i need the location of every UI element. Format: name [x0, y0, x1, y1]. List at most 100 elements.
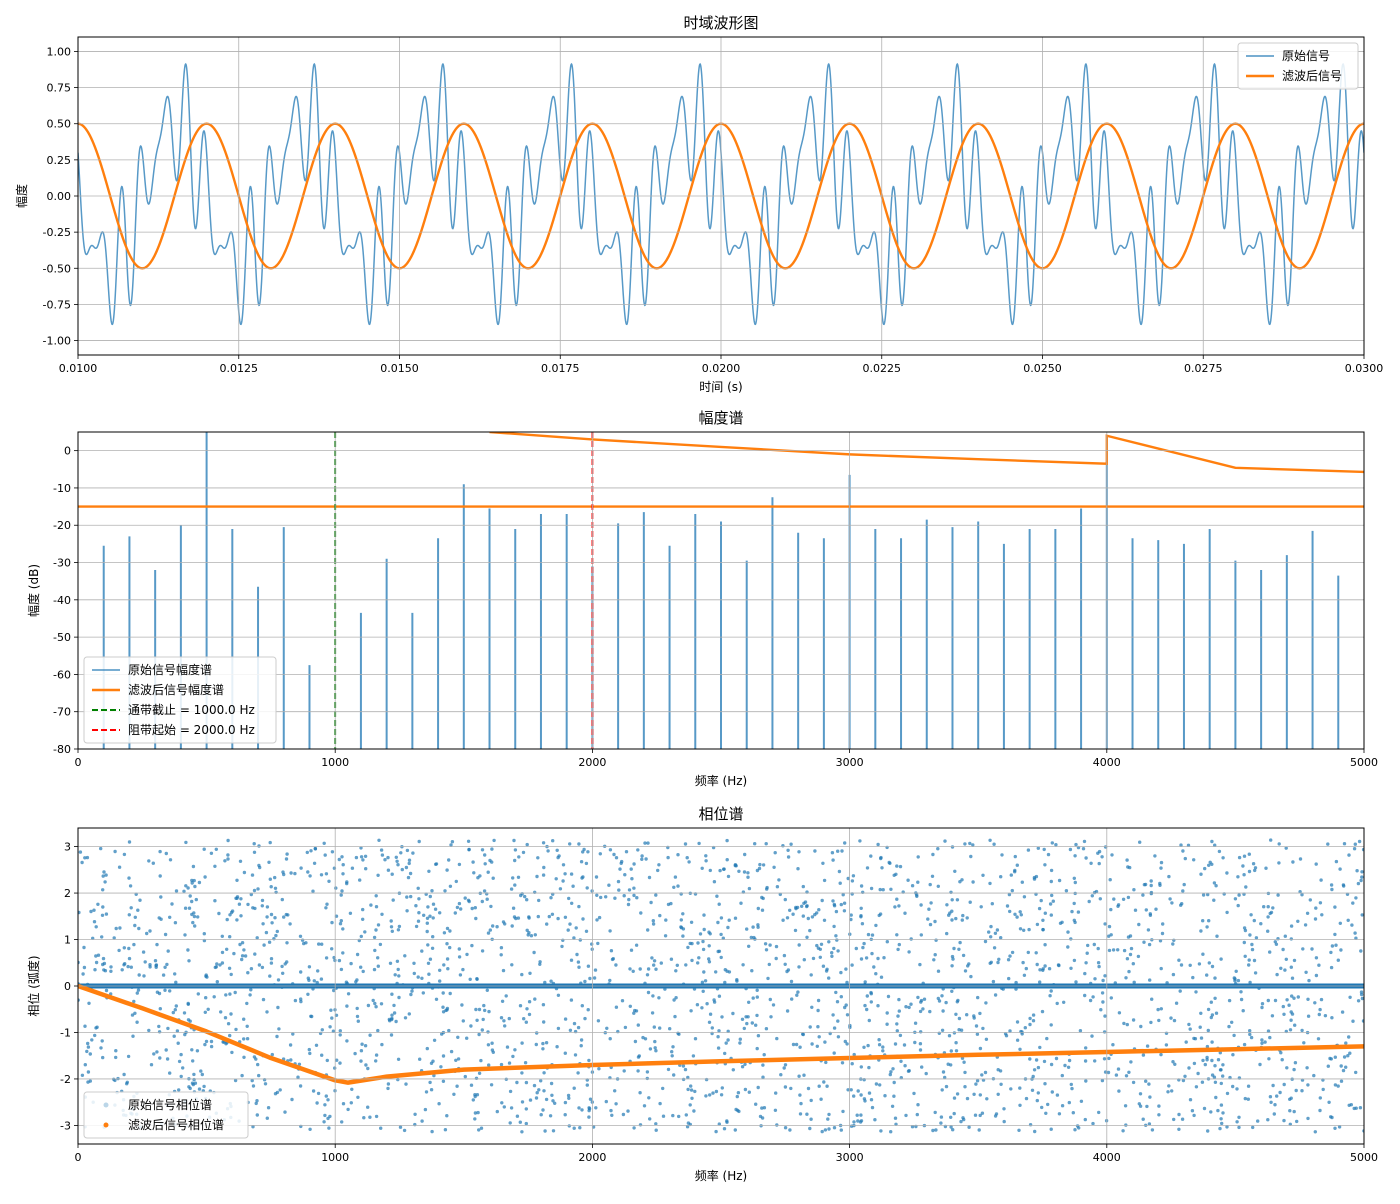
phase-point [633, 1008, 637, 1013]
phase-point [1107, 948, 1112, 953]
phase-point [1007, 976, 1011, 981]
phase-point [1092, 890, 1097, 895]
phase-point [245, 1001, 249, 1006]
phase-point [1106, 1070, 1111, 1075]
phase-point [961, 953, 966, 958]
phase-point [573, 1053, 578, 1057]
phase-point [1194, 990, 1198, 994]
phase-point [684, 963, 688, 967]
phase-point [1298, 857, 1303, 861]
phase-point [1216, 1058, 1221, 1062]
phase-point [707, 944, 711, 948]
phase-point [670, 1050, 674, 1054]
phase-point [345, 880, 349, 884]
phase-point [1213, 976, 1217, 980]
phase-point [654, 893, 658, 897]
phase-point [1149, 1020, 1153, 1025]
phase-point [196, 915, 200, 919]
phase-point [223, 859, 227, 863]
phase-point [561, 863, 566, 867]
phase-point [129, 965, 133, 969]
phase-point [1199, 1036, 1204, 1040]
phase-point [249, 892, 253, 897]
phase-point [809, 973, 813, 977]
phase-point [203, 1010, 207, 1014]
phase-point [392, 1003, 396, 1008]
phase-point [190, 1081, 195, 1085]
phase-point [1214, 1095, 1218, 1100]
phase-point [870, 1105, 875, 1110]
phase-point [685, 1125, 690, 1129]
phase-point [1191, 975, 1195, 980]
phase-point [584, 929, 589, 933]
phase-point [325, 902, 329, 906]
phase-point [623, 873, 627, 877]
phase-point [334, 886, 338, 890]
phase-point [319, 873, 324, 877]
phase-point [1277, 842, 1281, 846]
phase-point [133, 915, 137, 919]
phase-point [212, 995, 216, 999]
phase-point [746, 875, 750, 879]
phase-point [953, 869, 957, 873]
phase-point [1351, 901, 1355, 905]
phase-point [592, 976, 597, 980]
phase-point [1205, 925, 1209, 929]
phase-point [1275, 1094, 1279, 1098]
phase-point [863, 1099, 867, 1103]
phase-point [1100, 991, 1105, 995]
phase-point [273, 1092, 278, 1096]
phase-point [440, 1032, 444, 1036]
phase-point [862, 1045, 866, 1050]
phase-point [887, 860, 891, 865]
phase-point [1236, 903, 1240, 908]
phase-point [1121, 1129, 1125, 1133]
phase-point [832, 1126, 837, 1130]
phase-point [643, 841, 647, 845]
phase-point [187, 1085, 191, 1089]
phase-point [229, 972, 233, 977]
phase-point [214, 965, 218, 969]
phase-point [1100, 1078, 1105, 1083]
phase-point [696, 961, 700, 965]
phase-point [646, 841, 650, 845]
phase-point [476, 876, 480, 880]
phase-point [1038, 980, 1042, 984]
phase-point [704, 1077, 709, 1082]
phase-point [520, 1100, 525, 1104]
y-tick-label: -0.50 [43, 262, 71, 275]
phase-point [298, 1084, 303, 1088]
legend-entry: 滤波后信号幅度谱 [128, 682, 224, 697]
phase-point [1109, 996, 1114, 1000]
phase-point [306, 976, 310, 980]
y-axis-label: 相位 (弧度) [26, 955, 41, 1016]
phase-point [206, 1007, 210, 1011]
phase-point [163, 965, 167, 969]
phase-point [1111, 948, 1116, 952]
phase-point [94, 954, 98, 958]
phase-point [534, 1042, 538, 1047]
phase-point [769, 1015, 773, 1019]
phase-point [376, 923, 381, 927]
phase-point [213, 864, 217, 868]
phase-point [1096, 961, 1101, 965]
phase-point [981, 1026, 985, 1031]
phase-point [827, 1112, 831, 1117]
phase-point [191, 920, 195, 925]
phase-point [1111, 1043, 1115, 1047]
phase-point [1116, 1067, 1121, 1071]
phase-point [1073, 880, 1078, 885]
phase-point [186, 948, 190, 952]
phase-point [1208, 860, 1212, 864]
phase-point [475, 1018, 479, 1022]
phase-point [860, 922, 865, 926]
phase-point [431, 902, 436, 906]
phase-point [468, 977, 472, 981]
phase-point [818, 955, 822, 959]
phase-point [1316, 1037, 1321, 1041]
phase-point [1042, 847, 1046, 852]
phase-point [209, 851, 214, 855]
phase-point [1217, 849, 1222, 854]
phase-point [1028, 1016, 1032, 1021]
